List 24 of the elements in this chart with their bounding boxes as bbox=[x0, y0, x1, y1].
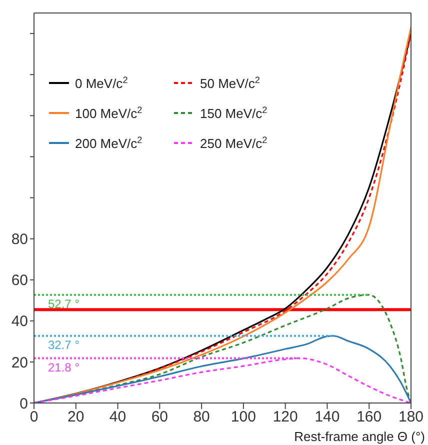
x-tick-label: 100 bbox=[230, 408, 256, 426]
y-tick-label: 60 bbox=[11, 272, 28, 290]
y-tick-label: 80 bbox=[11, 231, 28, 248]
y-tick-label: 40 bbox=[11, 313, 28, 330]
y-tick-label: 20 bbox=[11, 354, 28, 372]
y-tick-label: 0 bbox=[20, 395, 28, 412]
x-tick-label: 20 bbox=[68, 408, 84, 426]
x-tick-label: 120 bbox=[272, 408, 298, 426]
legend-label: 50 MeV/c$^{2}$ bbox=[200, 75, 260, 91]
x-axis-title: Rest-frame angle Θ (°) bbox=[294, 429, 425, 444]
x-tick-label: 60 bbox=[151, 408, 168, 426]
legend-label: 150 MeV/c$^{2}$ bbox=[200, 105, 268, 121]
legend-label: 200 MeV/c$^{2}$ bbox=[75, 135, 142, 151]
legend-label: 100 MeV/c$^{2}$ bbox=[75, 105, 142, 121]
x-tick-label: 140 bbox=[314, 408, 340, 426]
x-tick-label: 80 bbox=[193, 408, 210, 426]
x-tick-label: 160 bbox=[356, 408, 382, 426]
annotation: 21.8 ° bbox=[48, 360, 80, 374]
legend-label: 0 MeV/c$^{2}$ bbox=[75, 75, 128, 91]
legend-label: 250 MeV/c$^{2}$ bbox=[200, 135, 268, 151]
x-tick-label: 180 bbox=[398, 408, 424, 426]
x-tick-label: 40 bbox=[109, 408, 126, 426]
annotation: 52.7 ° bbox=[48, 296, 80, 311]
annotation: 32.7 ° bbox=[48, 338, 80, 352]
